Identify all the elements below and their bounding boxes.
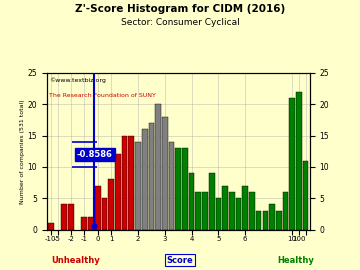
- Bar: [222, 186, 228, 230]
- Bar: [249, 192, 255, 230]
- Bar: [108, 179, 114, 230]
- Bar: [276, 211, 282, 229]
- Text: Unhealthy: Unhealthy: [51, 256, 100, 265]
- Bar: [283, 192, 288, 230]
- Bar: [182, 148, 188, 230]
- Text: -0.8586: -0.8586: [77, 150, 113, 159]
- Bar: [289, 98, 295, 230]
- Bar: [155, 104, 161, 230]
- Bar: [216, 198, 221, 230]
- Text: Z'-Score Histogram for CIDM (2016): Z'-Score Histogram for CIDM (2016): [75, 4, 285, 14]
- Bar: [209, 173, 215, 230]
- Bar: [81, 217, 87, 230]
- Bar: [168, 142, 174, 230]
- Bar: [62, 204, 67, 230]
- Bar: [68, 204, 74, 230]
- Bar: [135, 142, 141, 230]
- Bar: [236, 198, 242, 230]
- Bar: [296, 92, 302, 230]
- Bar: [262, 211, 268, 229]
- Bar: [122, 136, 127, 230]
- Bar: [303, 161, 309, 230]
- Bar: [195, 192, 201, 230]
- Bar: [129, 136, 134, 230]
- Bar: [115, 154, 121, 230]
- Bar: [202, 192, 208, 230]
- Bar: [189, 173, 194, 230]
- Bar: [229, 192, 235, 230]
- Bar: [242, 186, 248, 230]
- Bar: [142, 129, 148, 230]
- Y-axis label: Number of companies (531 total): Number of companies (531 total): [20, 99, 25, 204]
- Bar: [102, 198, 107, 230]
- Bar: [175, 148, 181, 230]
- Text: Healthy: Healthy: [277, 256, 314, 265]
- Bar: [95, 186, 100, 230]
- Bar: [256, 211, 261, 229]
- Text: The Research Foundation of SUNY: The Research Foundation of SUNY: [49, 93, 156, 98]
- Text: Sector: Consumer Cyclical: Sector: Consumer Cyclical: [121, 18, 239, 26]
- Bar: [162, 117, 168, 230]
- Bar: [48, 223, 54, 230]
- Bar: [269, 204, 275, 230]
- Bar: [88, 217, 94, 230]
- Bar: [149, 123, 154, 230]
- Text: Score: Score: [167, 256, 193, 265]
- Text: ©www.textbiz.org: ©www.textbiz.org: [49, 77, 106, 83]
